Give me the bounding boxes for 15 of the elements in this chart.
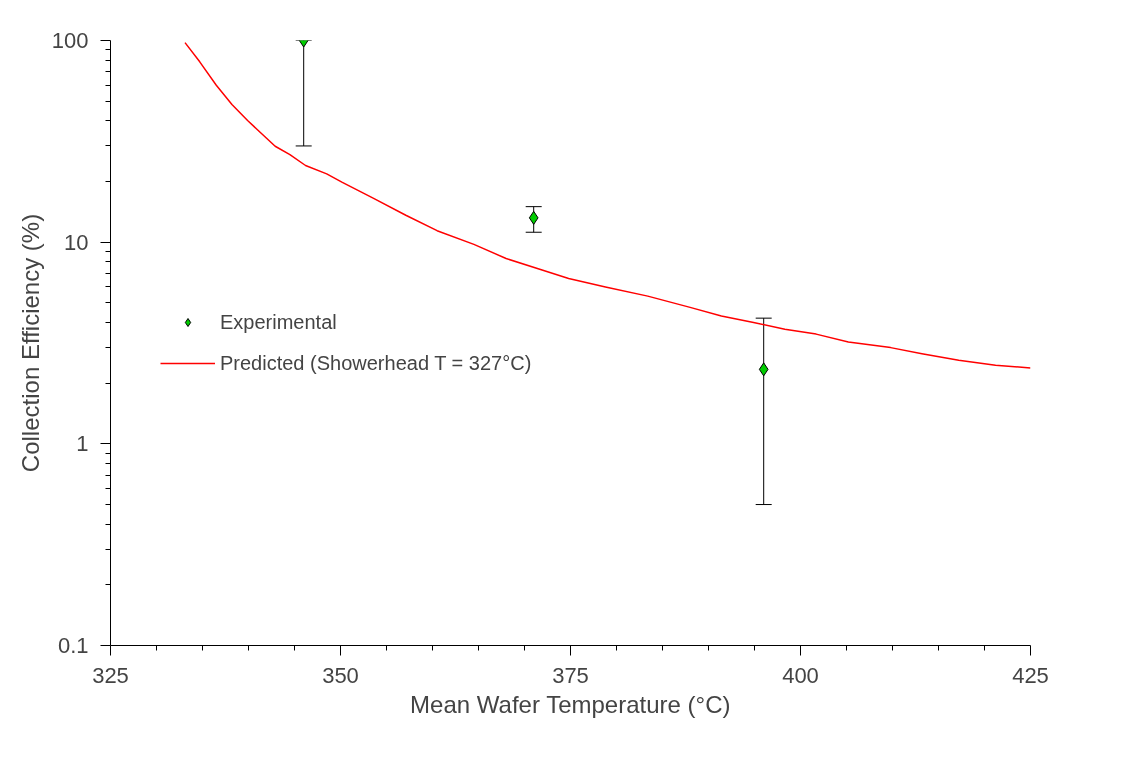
x-tick-label: 400 <box>782 662 819 688</box>
y-axis-title: Collection Efficiency (%) <box>16 213 44 473</box>
y-tick-label: 0.1 <box>57 633 89 658</box>
legend-label: Predicted (Showerhead T = 327°C) <box>220 351 532 375</box>
x-tick-label: 350 <box>322 662 359 688</box>
legend-label: Experimental <box>220 310 337 334</box>
x-axis-title: Mean Wafer Temperature (°C) <box>410 690 731 718</box>
x-tick-label: 325 <box>92 662 129 688</box>
y-tick-label: 1 <box>76 431 89 457</box>
point <box>758 362 769 377</box>
y-tick-label: 10 <box>64 229 89 255</box>
x-tick-label: 425 <box>1012 662 1049 688</box>
point <box>528 210 539 225</box>
x-tick-label: 375 <box>552 662 589 688</box>
y-tick-label: 100 <box>51 28 89 53</box>
